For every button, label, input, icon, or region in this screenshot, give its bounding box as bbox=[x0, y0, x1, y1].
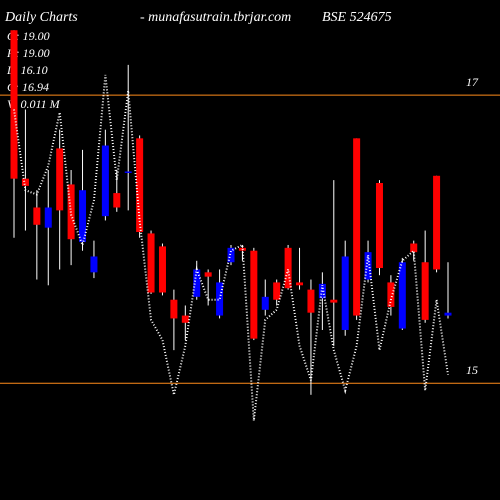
candle-body bbox=[170, 299, 178, 319]
y-tick-label: 17 bbox=[466, 75, 479, 89]
candle-body bbox=[216, 282, 224, 316]
candle-body bbox=[136, 138, 144, 232]
chart-subtitle: - munafasutrain.tbrjar.com bbox=[140, 10, 291, 25]
candle-body bbox=[364, 252, 372, 280]
candle-body bbox=[21, 178, 29, 186]
candle-body bbox=[444, 312, 452, 316]
close-line bbox=[13, 74, 449, 421]
candle-body bbox=[193, 269, 201, 297]
candle-body bbox=[398, 262, 406, 329]
candle-body bbox=[375, 182, 383, 269]
candle-body bbox=[410, 243, 418, 253]
candle-body bbox=[250, 250, 258, 339]
candle-body bbox=[90, 256, 98, 273]
candle-body bbox=[421, 262, 429, 320]
candle-body bbox=[181, 315, 189, 323]
candle-body bbox=[124, 171, 132, 173]
candle-body bbox=[33, 207, 41, 225]
candle-body bbox=[273, 282, 281, 300]
symbol: BSE 524675 bbox=[322, 10, 392, 25]
candle-body bbox=[147, 233, 155, 293]
candle-body bbox=[387, 282, 395, 307]
candle-body bbox=[44, 207, 52, 228]
candle-body bbox=[261, 296, 269, 310]
candle-body bbox=[296, 282, 304, 286]
candle-body bbox=[113, 193, 121, 208]
candle-body bbox=[353, 138, 361, 316]
candle-body bbox=[158, 246, 166, 293]
y-tick-label: 15 bbox=[466, 363, 478, 377]
ohlc-info: V: 0.011 M bbox=[7, 97, 61, 111]
candle-body bbox=[10, 30, 18, 179]
candle-body bbox=[56, 148, 64, 211]
chart-title: Daily Charts bbox=[4, 10, 78, 25]
candle-body bbox=[341, 256, 349, 330]
candle-body bbox=[433, 175, 441, 270]
ohlc-info: O: 19.00 bbox=[7, 29, 50, 43]
candle-body bbox=[284, 247, 292, 289]
candle-body bbox=[204, 272, 212, 277]
candle-body bbox=[330, 299, 338, 303]
candle-body bbox=[307, 289, 315, 313]
candle-body bbox=[101, 145, 109, 217]
candle-body bbox=[79, 190, 87, 243]
